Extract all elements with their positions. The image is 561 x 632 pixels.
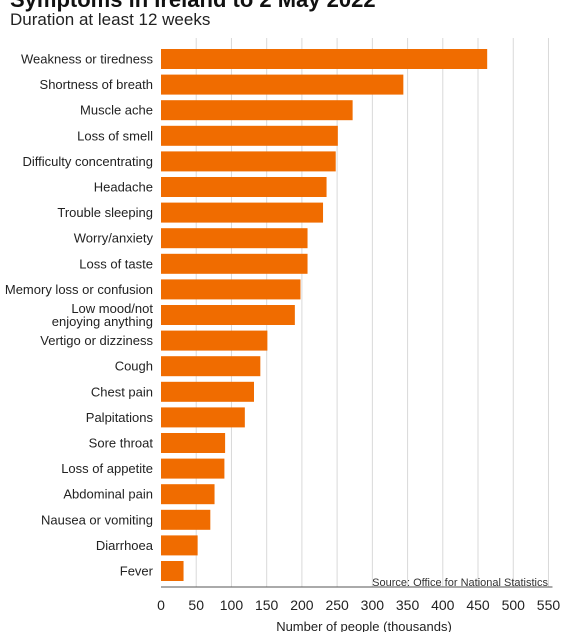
bar	[161, 356, 261, 377]
x-tick-label: 400	[431, 597, 455, 613]
bar	[161, 151, 336, 172]
category-label: Diarrhoea	[96, 538, 154, 553]
bar	[161, 279, 301, 300]
bar	[161, 253, 308, 274]
bar	[161, 49, 488, 69]
x-tick-label: 250	[325, 597, 349, 613]
x-tick-label: 500	[502, 597, 526, 613]
bar	[161, 433, 226, 453]
chart-title: Symptoms in Ireland to 2 May 2022	[10, 0, 376, 13]
category-label: Sore throat	[89, 436, 154, 451]
x-tick-label: 550	[537, 597, 561, 613]
category-label: Shortness of breath	[40, 77, 153, 92]
bar	[161, 407, 245, 428]
bar	[161, 100, 353, 121]
bar	[161, 177, 327, 197]
bar	[161, 125, 338, 146]
bar	[161, 74, 404, 95]
category-label: Vertigo or dizziness	[40, 333, 153, 348]
category-label: Nausea or vomiting	[41, 512, 153, 527]
category-labels: Weakness or tiredness Shortness of breath…	[5, 52, 154, 579]
x-tick-label: 450	[466, 597, 490, 613]
category-label: Difficulty concentrating	[22, 154, 153, 169]
bar	[161, 561, 184, 581]
category-label: Memory loss or confusion	[5, 282, 153, 297]
bar	[161, 535, 198, 556]
bar	[161, 202, 324, 223]
bar	[161, 305, 295, 325]
bar	[161, 381, 254, 402]
x-tick-label: 0	[157, 597, 165, 613]
bar	[161, 330, 268, 351]
category-label: Weakness or tiredness	[21, 52, 153, 67]
x-axis-title: Number of people (thousands)	[276, 619, 452, 632]
x-tick-label: 300	[361, 597, 385, 613]
category-label: Palpitations	[86, 410, 154, 425]
category-label: Fever	[120, 564, 154, 579]
chart-subtitle: Duration at least 12 weeks	[10, 10, 211, 29]
category-label: Abdominal pain	[63, 487, 153, 502]
x-tick-label: 350	[396, 597, 420, 613]
bar	[161, 228, 308, 249]
category-label: Loss of taste	[79, 256, 153, 271]
x-tick-label: 50	[188, 597, 204, 613]
bar	[161, 509, 211, 530]
category-label: Muscle ache	[80, 103, 153, 118]
category-label: Loss of smell	[77, 128, 153, 143]
x-tick-label: 200	[290, 597, 314, 613]
bar	[161, 484, 215, 505]
bar	[161, 458, 225, 479]
x-tick-label: 100	[220, 597, 244, 613]
category-label: Cough	[115, 359, 153, 374]
category-label: Chest pain	[91, 384, 153, 399]
x-tick-labels: 0 50 100 150 200 250 300 350 400 450 500 550	[157, 597, 560, 613]
category-label: Trouble sleeping	[57, 205, 153, 220]
category-label: Loss of appetite	[61, 461, 153, 476]
bars	[161, 49, 488, 581]
source-note: Source: Office for National Statistics	[372, 577, 548, 589]
x-tick-label: 150	[255, 597, 279, 613]
category-label: Headache	[94, 180, 153, 195]
category-label: Low mood/not enjoying anything	[52, 301, 154, 329]
category-label: Worry/anxiety	[74, 231, 154, 246]
